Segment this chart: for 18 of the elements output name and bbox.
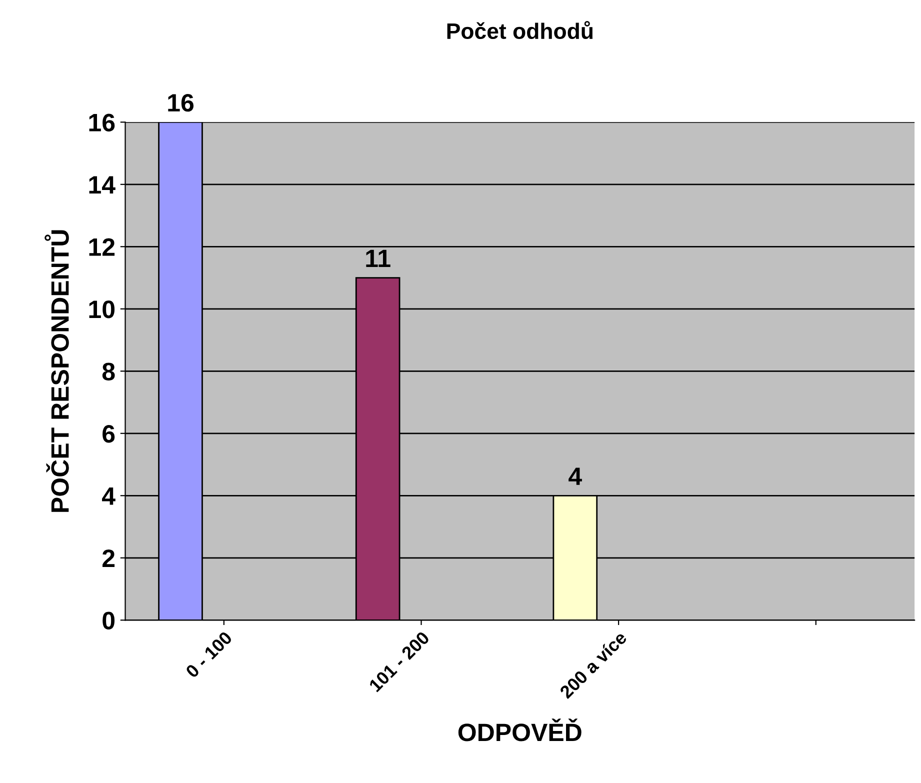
y-tick-label: 10 bbox=[89, 300, 115, 318]
x-tick-label: 101 - 200 bbox=[368, 630, 430, 692]
data-label: 16 bbox=[168, 94, 194, 112]
y-tick-label: 6 bbox=[102, 424, 115, 443]
y-tick-label: 0 bbox=[102, 612, 115, 630]
y-tick-label: 2 bbox=[102, 549, 115, 567]
y-axis-title: POČET RESPONDENTŮ bbox=[44, 230, 69, 512]
data-label: 4 bbox=[568, 468, 582, 485]
x-tick-label: 200 a více bbox=[558, 630, 628, 700]
chart-title: Počet odhodů bbox=[447, 20, 593, 40]
y-tick-label: 8 bbox=[102, 362, 115, 380]
y-tick-label: 16 bbox=[89, 114, 115, 132]
x-tick-label: 0 - 100 bbox=[185, 630, 233, 678]
y-tick-label: 12 bbox=[89, 238, 115, 256]
x-axis-title: ODPOVĚĎ bbox=[458, 718, 582, 742]
y-tick-label: 14 bbox=[89, 176, 116, 194]
y-tick-label: 4 bbox=[102, 488, 116, 505]
data-label: 11 bbox=[366, 250, 390, 268]
